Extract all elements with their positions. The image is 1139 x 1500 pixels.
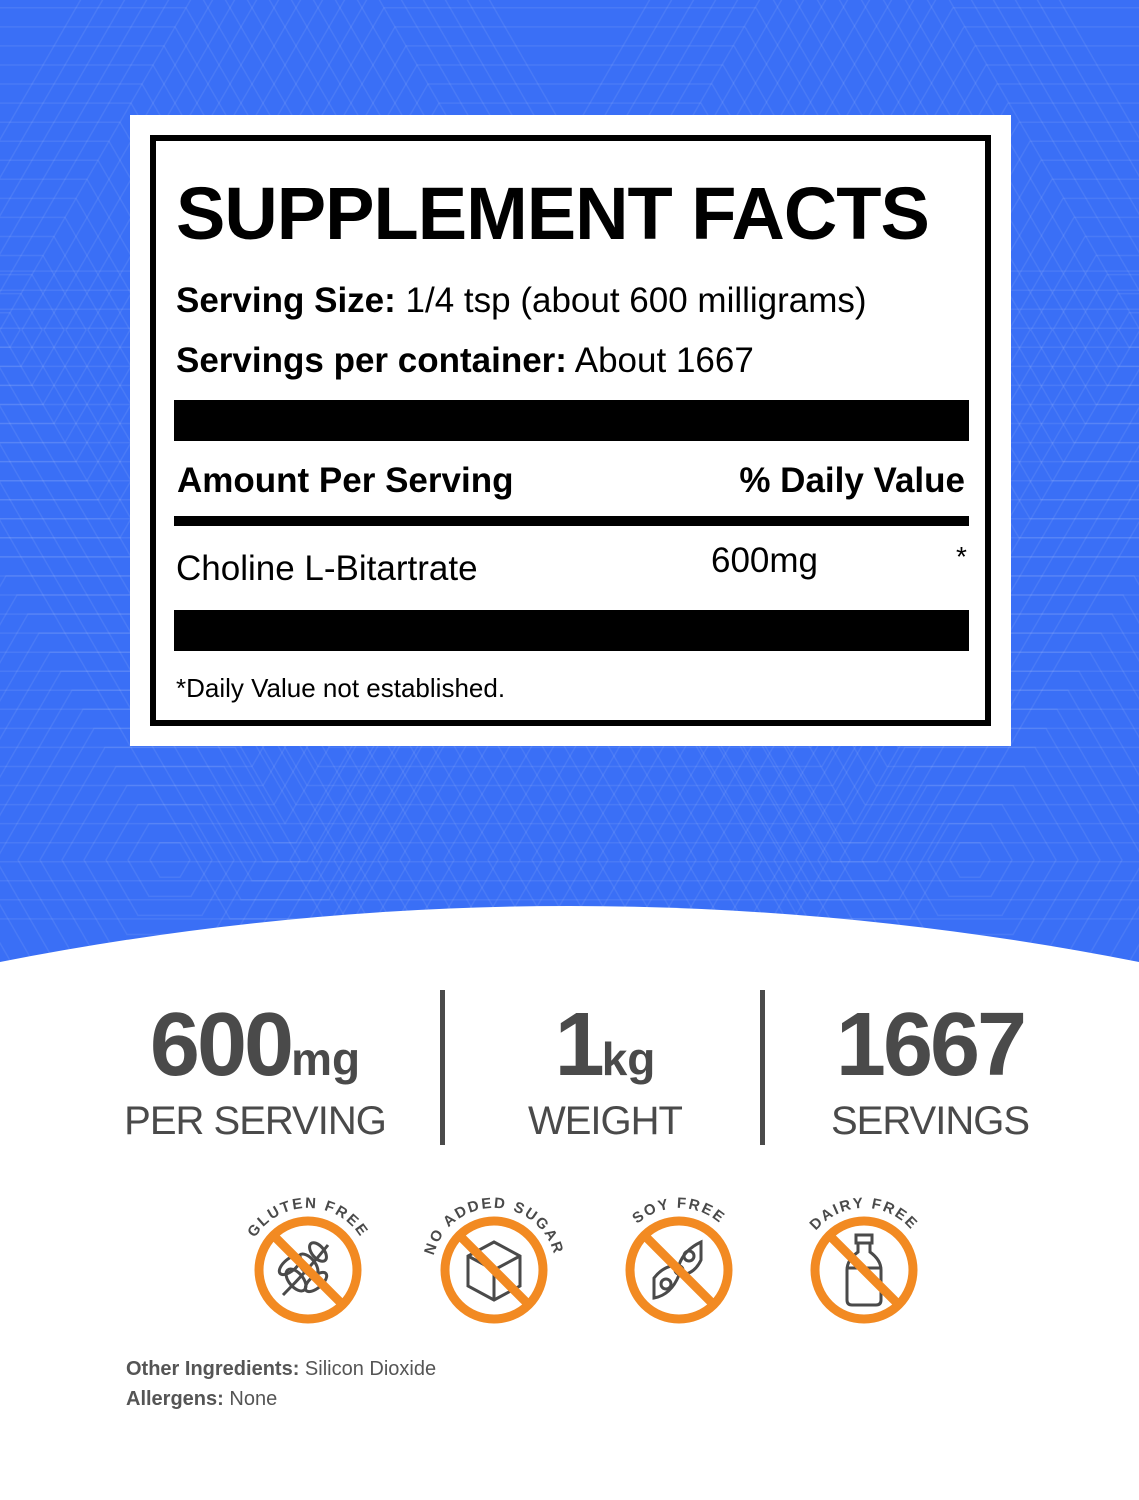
divider-bar	[174, 400, 969, 441]
badge-no-added-sugar: NO ADDED SUGAR	[421, 1195, 567, 1324]
servings-per-container: Servings per container: About 1667	[176, 341, 754, 380]
dv-header: % Daily Value	[739, 461, 965, 500]
stat-divider	[440, 990, 445, 1145]
amount-header: Amount Per Serving	[177, 461, 514, 500]
footnote: *Daily Value not established.	[176, 673, 506, 703]
ingredient-name: Choline L-Bitartrate	[176, 549, 478, 588]
stat-weight: 1kg WEIGHT	[528, 995, 683, 1143]
stat-divider	[760, 990, 765, 1145]
prohibited-circle-icon	[254, 1216, 362, 1324]
supplement-facts-panel: SUPPLEMENT FACTS Serving Size: 1/4 tsp (…	[130, 115, 1011, 746]
svg-text:DAIRY FREE: DAIRY FREE	[806, 1195, 921, 1234]
ingredient-amount: 600mg	[711, 541, 819, 580]
badge-label: DAIRY FREE	[806, 1195, 919, 1234]
badge-dairy-free: DAIRY FREE	[806, 1195, 921, 1324]
divider-bar	[174, 610, 969, 651]
badge-soy-free: SOY FREE	[625, 1195, 733, 1324]
svg-text:NO ADDED SUGAR: NO ADDED SUGAR	[421, 1195, 567, 1257]
facts-title: SUPPLEMENT FACTS	[176, 172, 930, 255]
badge-label: NO ADDED SUGAR	[421, 1195, 565, 1257]
other-ingredients: Other Ingredients: Silicon Dioxide	[126, 1358, 437, 1380]
badge-gluten-free: GLUTEN FREE	[244, 1195, 370, 1324]
prohibited-circle-icon	[810, 1216, 918, 1324]
ingredient-dv: *	[956, 541, 967, 572]
stat-servings: 1667 SERVINGS	[831, 995, 1030, 1143]
white-curve	[0, 906, 1139, 1020]
serving-size: Serving Size: 1/4 tsp (about 600 milligr…	[176, 281, 867, 320]
prohibited-circle-icon	[440, 1216, 548, 1324]
allergens: Allergens: None	[126, 1388, 278, 1410]
prohibited-circle-icon	[625, 1216, 733, 1324]
facts-border: SUPPLEMENT FACTS Serving Size: 1/4 tsp (…	[150, 135, 991, 726]
stat-per-serving: 600mg PER SERVING	[124, 995, 387, 1143]
divider-thin	[174, 516, 969, 526]
